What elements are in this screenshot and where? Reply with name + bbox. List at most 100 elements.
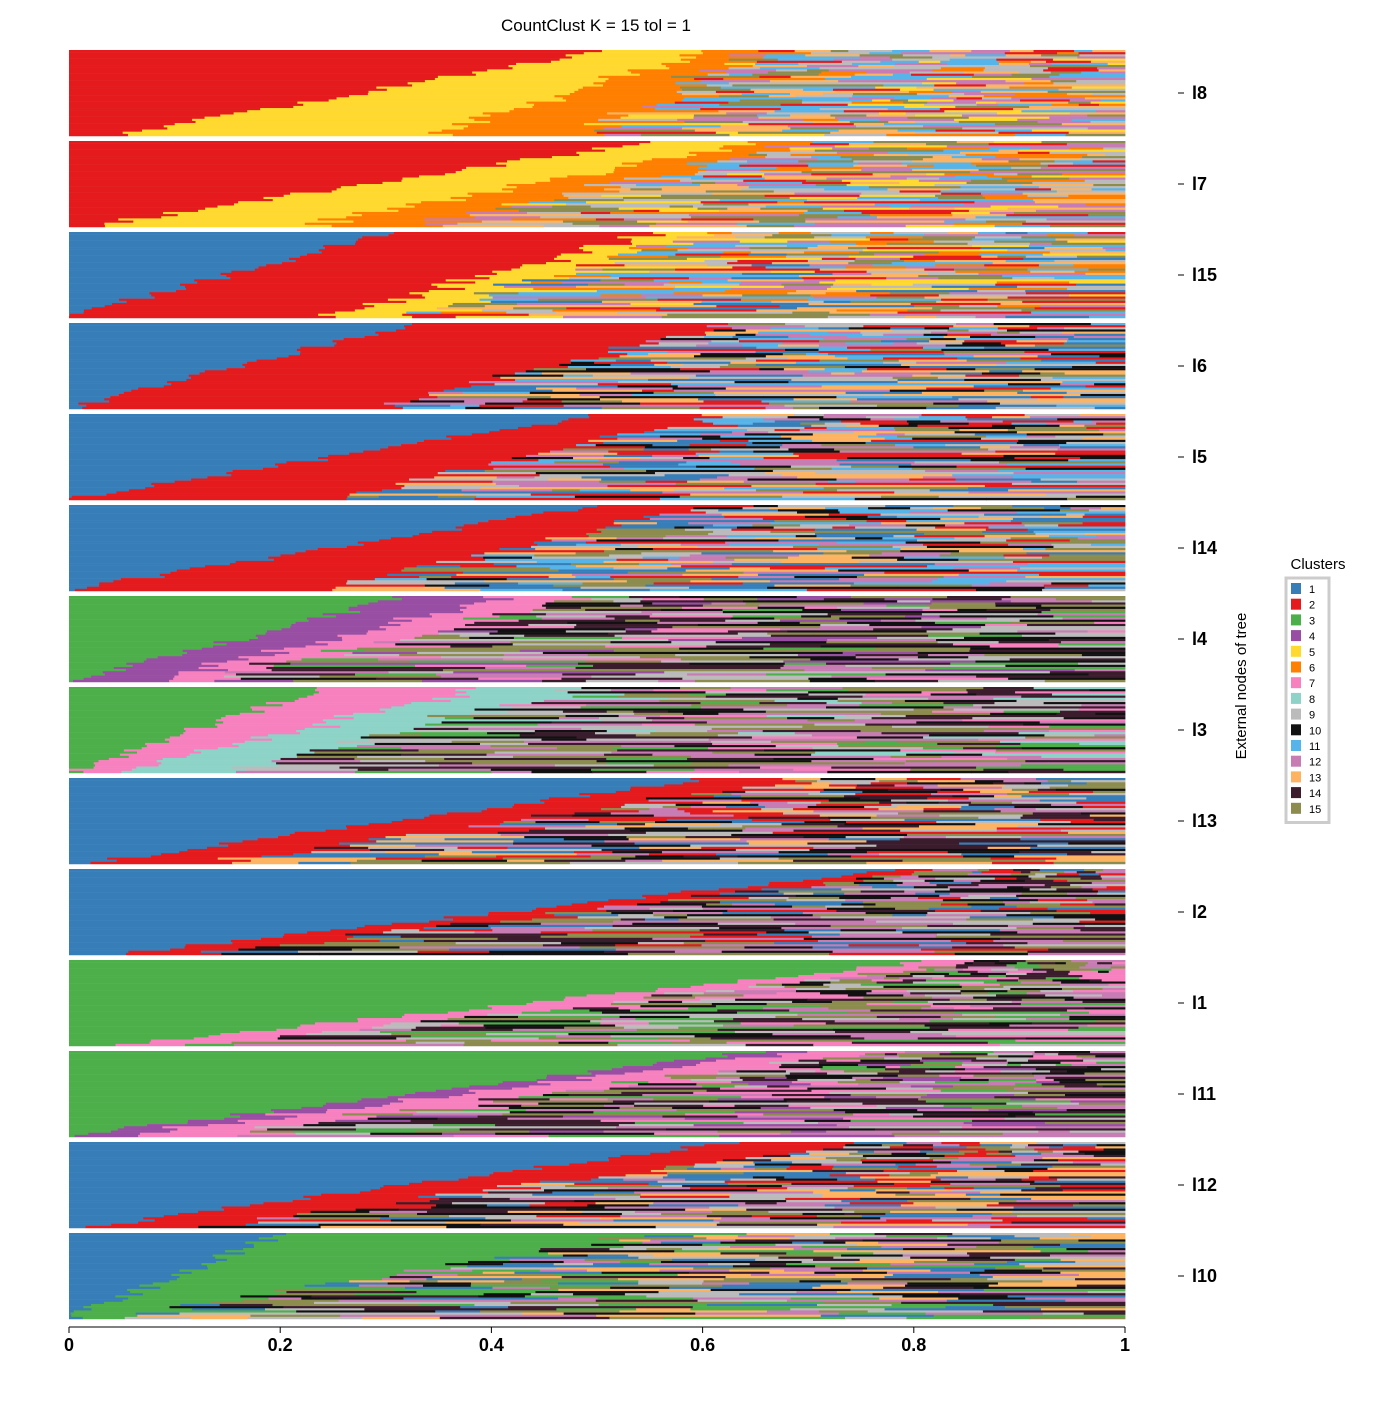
bar-segment <box>649 224 748 228</box>
bar-segment <box>344 654 400 657</box>
bar-segment <box>1101 145 1126 148</box>
bar-segment <box>664 474 730 477</box>
bar-segment <box>608 257 688 261</box>
bar-segment <box>592 251 638 254</box>
bar-segment <box>563 998 644 1002</box>
bar-segment <box>1000 740 1126 744</box>
bar-segment <box>690 755 892 759</box>
bar-segment <box>729 158 797 161</box>
bar-segment <box>912 283 996 286</box>
bar-segment <box>927 797 970 800</box>
bar-segment <box>576 446 646 449</box>
bar-segment <box>1056 857 1126 860</box>
bar-segment <box>695 505 754 508</box>
bar-segment <box>1049 151 1126 155</box>
bar-segment <box>760 207 824 211</box>
bar-segment <box>552 389 643 393</box>
bar-segment <box>856 736 924 739</box>
bar-segment <box>720 435 782 438</box>
bar-segment <box>993 141 1042 144</box>
bar-segment <box>69 1085 470 1088</box>
bar-segment <box>754 90 840 94</box>
bar-segment <box>614 262 728 265</box>
bar-segment <box>978 816 1021 820</box>
bar-segment <box>783 664 846 668</box>
bar-segment <box>319 675 442 678</box>
bar-segment <box>729 543 819 547</box>
bar-segment <box>1016 84 1068 87</box>
bar-segment <box>827 853 880 856</box>
bar-segment <box>806 65 859 68</box>
bar-segment <box>1007 179 1086 183</box>
bar-segment <box>499 704 587 707</box>
bar-segment <box>895 62 948 66</box>
bar-segment <box>858 560 1014 564</box>
bar-segment <box>69 207 206 211</box>
bar-segment <box>850 222 955 226</box>
bar-segment <box>69 238 359 241</box>
bar-segment <box>885 1068 931 1071</box>
bar-segment <box>793 768 911 772</box>
bar-segment <box>343 338 661 341</box>
bar-segment <box>404 325 708 328</box>
bar-segment <box>823 487 884 490</box>
bar-segment <box>865 1053 886 1056</box>
bar-segment <box>352 211 467 215</box>
bar-segment <box>1070 507 1102 510</box>
bar-segment <box>724 515 806 519</box>
bar-segment <box>640 801 703 805</box>
bar-segment <box>618 381 735 384</box>
bar-segment <box>1010 520 1126 523</box>
bar-segment <box>926 406 997 410</box>
bar-segment <box>69 242 356 246</box>
bar-segment <box>728 101 803 104</box>
bar-segment <box>977 232 1006 235</box>
bar-segment <box>930 338 957 341</box>
bar-segment <box>1074 669 1126 672</box>
bar-segment <box>641 249 678 252</box>
bar-segment <box>69 244 324 248</box>
bar-segment <box>69 884 769 887</box>
bar-segment <box>939 894 969 898</box>
bar-segment <box>630 188 663 191</box>
bar-segment <box>69 414 589 417</box>
bar-segment <box>1095 871 1126 874</box>
bar-segment <box>451 740 525 744</box>
bar-segment <box>357 1018 448 1021</box>
bar-segment <box>688 522 771 525</box>
bar-segment <box>682 573 759 577</box>
bar-segment <box>1028 875 1046 878</box>
bar-segment <box>1006 580 1126 583</box>
bar-segment <box>742 344 779 347</box>
bar-segment <box>707 730 764 733</box>
bar-segment <box>622 1066 683 1069</box>
bar-segment <box>848 97 895 100</box>
bar-segment <box>806 199 921 202</box>
bar-segment <box>807 1051 906 1054</box>
bar-segment <box>775 1015 878 1019</box>
bar-segment <box>793 545 894 549</box>
bar-segment <box>921 626 982 629</box>
bar-segment <box>1059 424 1085 428</box>
bar-segment <box>731 528 816 532</box>
bar-segment <box>828 513 881 516</box>
bar-segment <box>328 454 527 458</box>
bar-segment <box>69 232 395 235</box>
bar-segment <box>826 662 951 666</box>
bar-segment <box>639 656 750 659</box>
bar-segment <box>623 177 692 180</box>
bar-segment <box>340 725 435 729</box>
bar-segment <box>671 75 760 79</box>
bar-segment <box>717 1072 791 1075</box>
bar-segment <box>586 201 665 204</box>
bar-segment <box>688 651 844 655</box>
bar-segment <box>647 101 676 104</box>
bar-segment <box>1050 80 1077 83</box>
bar-segment <box>1060 641 1126 644</box>
bar-segment <box>912 437 982 441</box>
bar-segment <box>69 307 93 310</box>
bar-segment <box>506 164 638 168</box>
bar-segment <box>701 50 759 53</box>
bar-segment <box>69 582 100 585</box>
bar-segment <box>1087 153 1106 157</box>
